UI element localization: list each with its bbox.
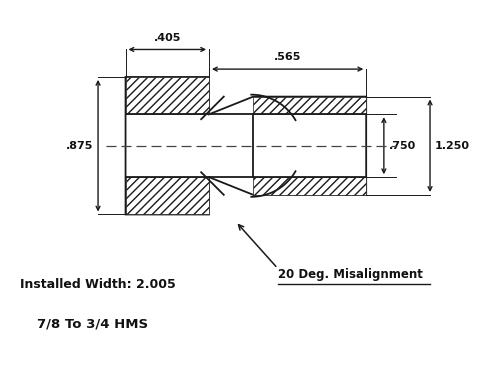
Text: 1.250: 1.250 <box>435 141 470 151</box>
Text: .875: .875 <box>66 141 93 151</box>
Text: 20 Deg. Misalignment: 20 Deg. Misalignment <box>278 269 423 282</box>
Text: .565: .565 <box>274 52 301 62</box>
Polygon shape <box>126 77 209 114</box>
Text: .750: .750 <box>389 141 416 151</box>
Text: Installed Width: 2.005: Installed Width: 2.005 <box>21 278 176 291</box>
Text: 7/8 To 3/4 HMS: 7/8 To 3/4 HMS <box>37 318 148 331</box>
Text: .405: .405 <box>154 33 181 43</box>
Polygon shape <box>126 177 209 214</box>
Polygon shape <box>126 77 366 214</box>
Polygon shape <box>253 96 366 114</box>
Polygon shape <box>253 177 366 195</box>
